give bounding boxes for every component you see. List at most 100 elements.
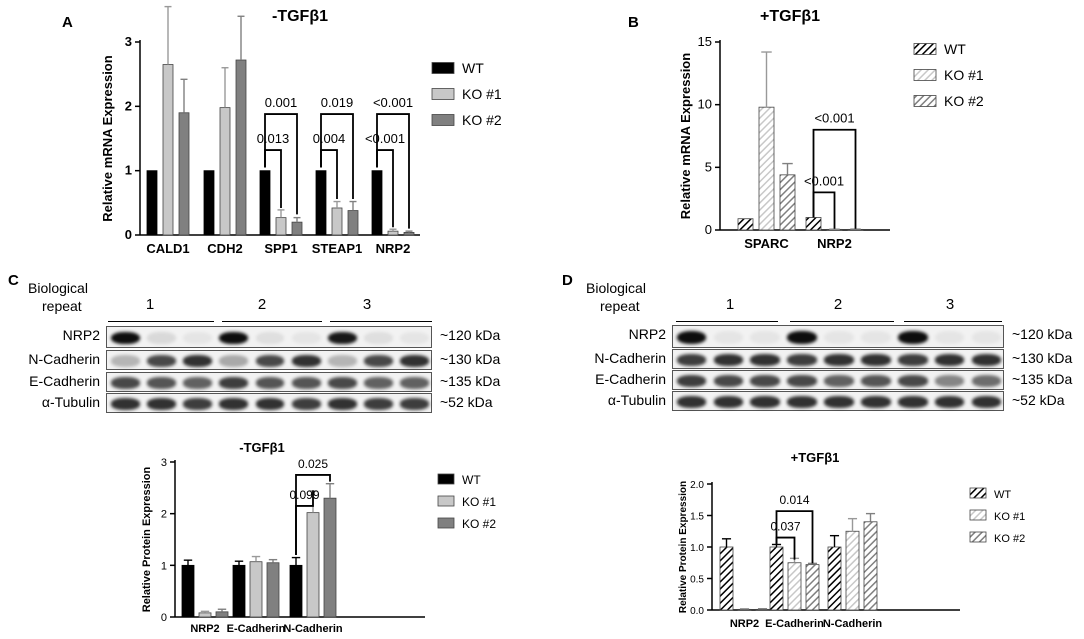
y-axis-label: Relative mRNA Expression xyxy=(678,53,693,219)
blot-band xyxy=(861,331,891,344)
blot-band xyxy=(676,354,707,366)
blot-band xyxy=(291,398,321,410)
legend-swatch-0 xyxy=(913,43,937,55)
blot-band xyxy=(824,375,854,387)
p-value-label: <0.001 xyxy=(365,131,405,146)
blot-band xyxy=(750,396,780,408)
legend-label-0: WT xyxy=(462,60,484,76)
y-tick-label: 0 xyxy=(161,612,167,624)
y-tick-label: 3 xyxy=(125,34,132,49)
panel-c-bio-label: Biological repeat xyxy=(28,279,88,315)
y-tick-label: 1 xyxy=(161,560,167,572)
blot-band xyxy=(898,396,928,408)
panel-c-repeat-2: 2 xyxy=(257,296,267,313)
blot-kda-label: ~135 kDa xyxy=(440,373,501,389)
panel-d-letter: D xyxy=(562,272,573,289)
blot-strip xyxy=(672,349,1004,369)
x-category-label: SPARC xyxy=(744,236,789,251)
blot-band xyxy=(183,331,213,345)
blot-band xyxy=(787,354,817,366)
y-tick-label: 3 xyxy=(161,457,167,469)
blot-band xyxy=(676,375,707,387)
legend-label-0: WT xyxy=(462,473,481,487)
p-value-label: 0.099 xyxy=(289,488,319,502)
p-value-label: 0.014 xyxy=(779,493,809,507)
y-tick-label: 10 xyxy=(698,97,712,112)
blot-band xyxy=(364,355,394,367)
blot-band xyxy=(364,377,394,389)
x-category-label: CDH2 xyxy=(207,241,242,256)
panel-d-repeat-line-3 xyxy=(904,321,1002,322)
blot-row-label: E-Cadherin xyxy=(29,373,100,389)
blot-kda-label: ~120 kDa xyxy=(1012,326,1073,342)
blot-band xyxy=(146,355,176,367)
legend-label-2: KO #2 xyxy=(944,93,984,109)
blot-band xyxy=(713,354,744,366)
blot-kda-label: ~52 kDa xyxy=(1012,392,1065,408)
legend-label-2: KO #2 xyxy=(994,533,1025,545)
panel-d-repeat-3: 3 xyxy=(945,296,955,313)
blot-band xyxy=(898,354,928,366)
bar-ko1-e-cadherin xyxy=(787,562,802,611)
panel-c-repeat-1: 1 xyxy=(145,296,155,313)
panel-d-repeat-1: 1 xyxy=(725,296,735,313)
x-category-label: STEAP1 xyxy=(312,241,363,256)
blot-band xyxy=(183,377,213,389)
blot-band xyxy=(219,398,249,410)
blot-band xyxy=(146,331,176,345)
blot-band xyxy=(934,354,965,366)
blot-band xyxy=(364,398,394,410)
blot-strip xyxy=(106,326,432,348)
panel-d-bio-label: Biological repeat xyxy=(586,279,646,315)
blot-band xyxy=(255,331,285,345)
p-value-label: 0.019 xyxy=(321,95,354,110)
panel-c-bio-label-line2: repeat xyxy=(42,298,82,314)
blot-band xyxy=(713,331,744,344)
blot-band xyxy=(400,355,430,367)
legend-swatch-2 xyxy=(913,95,937,107)
blot-band xyxy=(219,355,249,367)
blot-band xyxy=(824,331,854,344)
y-tick-label: 1 xyxy=(125,163,132,178)
blot-row-label: N-Cadherin xyxy=(594,350,666,366)
legend-swatch-1 xyxy=(913,69,937,81)
x-category-label: N-Cadherin xyxy=(283,623,343,635)
panel-d-chart-title: +TGFβ1 xyxy=(790,450,840,465)
blot-band xyxy=(327,355,357,367)
x-category-label: SPP1 xyxy=(264,241,297,256)
bar-wt-steap1 xyxy=(315,170,327,236)
y-tick-label: 2.0 xyxy=(690,480,704,491)
legend-swatch-0 xyxy=(437,473,455,485)
blot-band xyxy=(934,396,965,408)
blot-band xyxy=(183,355,213,367)
blot-strip xyxy=(672,391,1004,411)
blot-band xyxy=(183,398,213,410)
blot-band xyxy=(219,377,249,389)
significance-bracket xyxy=(320,113,354,199)
blot-band xyxy=(327,331,357,345)
x-category-label: NRP2 xyxy=(376,241,411,256)
legend-label-0: WT xyxy=(994,489,1011,501)
blot-strip xyxy=(106,372,432,392)
panel-b-letter: B xyxy=(628,14,639,31)
x-category-label: E-Cadherin xyxy=(227,623,286,635)
blot-band xyxy=(934,375,965,387)
blot-band xyxy=(750,331,780,344)
x-category-label: CALD1 xyxy=(146,241,189,256)
blot-band xyxy=(824,396,854,408)
x-category-label: NRP2 xyxy=(190,623,219,635)
y-axis-label: Relative mRNA Expression xyxy=(100,55,115,221)
p-value-label: 0.001 xyxy=(265,95,298,110)
blot-band xyxy=(898,331,928,344)
legend-label-1: KO #1 xyxy=(994,511,1025,523)
significance-bracket xyxy=(775,510,814,564)
blot-strip xyxy=(672,370,1004,390)
blot-row-label: N-Cadherin xyxy=(28,351,100,367)
significance-bracket xyxy=(264,113,298,215)
panel-c-letter: C xyxy=(8,272,19,289)
legend-label-1: KO #1 xyxy=(944,67,984,83)
panel-a-title: -TGFβ1 xyxy=(272,8,328,25)
blot-band xyxy=(750,375,780,387)
